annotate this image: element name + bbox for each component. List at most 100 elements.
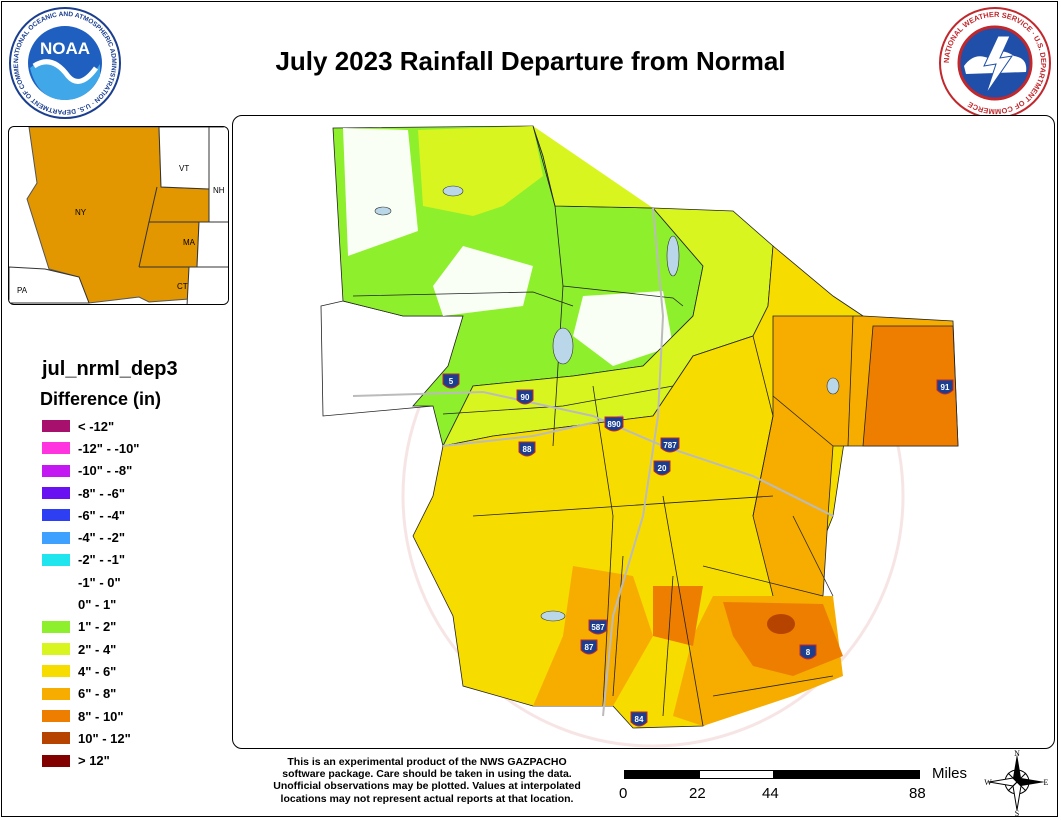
legend-swatch: [42, 464, 70, 477]
disclaimer-line: software package. Care should be taken i…: [282, 768, 572, 781]
disclaimer-line: This is an experimental product of the N…: [287, 756, 567, 768]
svg-text:8: 8: [806, 648, 811, 657]
legend-item: -4" - -2": [42, 526, 139, 548]
compass-e: E: [1044, 778, 1049, 787]
legend-item: 2" - 4": [42, 638, 139, 660]
legend-item: < -12": [42, 415, 139, 437]
legend-item: -8" - -6": [42, 482, 139, 504]
legend-swatch: [42, 442, 70, 455]
legend-item: > 12": [42, 749, 139, 771]
svg-text:87: 87: [585, 643, 594, 652]
legend-swatch: [42, 487, 70, 500]
scale-tick: 44: [762, 785, 779, 802]
legend-label: < -12": [78, 418, 115, 434]
highway-shield-88: 88: [518, 441, 536, 457]
legend-swatch: [42, 598, 70, 611]
legend: < -12" -12" - -10" -10" - -8" -8" - -6" -6" …: [42, 415, 139, 772]
disclaimer: This is an experimental product of the N…: [262, 756, 592, 805]
highway-shields: 5 90 890 88 787 20 91 587 87 8 84: [442, 373, 954, 727]
legend-swatch: [42, 754, 70, 767]
legend-item: 10" - 12": [42, 727, 139, 749]
legend-item: 8" - 10": [42, 705, 139, 727]
highway-shield-787: 787: [660, 437, 680, 453]
legend-label: 4" - 6": [78, 663, 117, 679]
legend-swatch: [42, 420, 70, 433]
svg-text:5: 5: [449, 377, 454, 386]
compass-w: W: [984, 778, 992, 787]
scale-tick: 0: [619, 785, 628, 802]
svg-text:84: 84: [635, 715, 644, 724]
highway-shield-87: 87: [580, 639, 598, 655]
disclaimer-line: locations may not represent actual repor…: [280, 792, 574, 805]
highway-shield-20: 20: [653, 460, 671, 476]
legend-label: 10" - 12": [78, 730, 131, 746]
scale-tick: 22: [689, 785, 706, 802]
legend-label: 8" - 10": [78, 708, 124, 724]
legend-label: > 12": [78, 753, 110, 769]
highway-shield-84: 84: [630, 711, 648, 727]
nws-logo: NATIONAL WEATHER SERVICE · U.S. DEPARTME…: [939, 7, 1051, 119]
legend-label: -12" - -10": [78, 440, 140, 456]
legend-subtitle: Difference (in): [40, 389, 162, 409]
legend-swatch: [42, 643, 70, 656]
legend-swatch: [42, 576, 70, 589]
compass-rose-icon: N S E W: [984, 749, 1049, 816]
legend-swatch: [42, 665, 70, 678]
inset-locator-map: NY VT NH MA CT PA: [8, 126, 229, 305]
legend-item: -2" - -1": [42, 549, 139, 571]
inset-label-nh: NH: [213, 186, 225, 195]
region-10-to-12-in: [767, 614, 795, 634]
legend-swatch: [42, 620, 70, 633]
inset-label-pa: PA: [17, 286, 28, 295]
legend-swatch: [42, 553, 70, 566]
legend-label: -4" - -2": [78, 530, 125, 546]
legend-item: -10" - -8": [42, 460, 139, 482]
legend-label: 2" - 4": [78, 641, 117, 657]
legend-title: jul_nrml_dep3: [42, 358, 178, 380]
svg-text:587: 587: [591, 623, 605, 632]
legend-item: 0" - 1": [42, 593, 139, 615]
legend-label: -2" - -1": [78, 552, 125, 568]
inset-label-ct: CT: [177, 282, 188, 291]
highway-shield-90: 90: [516, 389, 534, 405]
disclaimer-line: Unofficial observations may be plotted. …: [273, 780, 581, 793]
legend-label: -1" - 0": [78, 574, 121, 590]
compass-s: S: [1015, 809, 1019, 816]
compass-n: N: [1014, 749, 1020, 758]
highway-shield-91: 91: [936, 379, 954, 395]
legend-item: -1" - 0": [42, 571, 139, 593]
svg-text:88: 88: [523, 445, 532, 454]
legend-label: 6" - 8": [78, 686, 117, 702]
scale-tick: 88: [909, 785, 926, 802]
highway-shield-587: 587: [588, 619, 608, 635]
legend-item: 4" - 6": [42, 660, 139, 682]
highway-shield-890: 890: [604, 416, 624, 432]
legend-item: 1" - 2": [42, 616, 139, 638]
legend-label: -6" - -4": [78, 507, 125, 523]
legend-swatch: [42, 710, 70, 722]
svg-text:90: 90: [521, 393, 530, 402]
legend-item: -6" - -4": [42, 504, 139, 526]
legend-label: 1" - 2": [78, 619, 117, 635]
noaa-center-text: NOAA: [40, 39, 90, 58]
legend-swatch: [42, 687, 70, 700]
legend-item: -12" - -10": [42, 437, 139, 459]
scale-unit: Miles: [932, 765, 968, 782]
legend-label: -10" - -8": [78, 463, 133, 479]
inset-label-ny: NY: [75, 208, 87, 217]
map-title: July 2023 Rainfall Departure from Normal: [275, 46, 786, 76]
noaa-logo: NATIONAL OCEANIC AND ATMOSPHERIC ADMINIS…: [8, 6, 121, 119]
inset-label-ma: MA: [183, 238, 196, 247]
svg-text:20: 20: [658, 464, 667, 473]
legend-item: 6" - 8": [42, 683, 139, 705]
legend-label: -8" - -6": [78, 485, 125, 501]
scale-bar: [624, 770, 920, 779]
rainfall-departure-map: 5 90 890 88 787 20 91 587 87 8 84: [232, 115, 1055, 749]
legend-label: 0" - 1": [78, 597, 117, 613]
svg-text:890: 890: [607, 420, 621, 429]
svg-text:91: 91: [941, 383, 950, 392]
legend-swatch: [42, 732, 70, 745]
highway-shield-5: 5: [442, 373, 460, 389]
region-8-to-10-in: [862, 325, 959, 447]
